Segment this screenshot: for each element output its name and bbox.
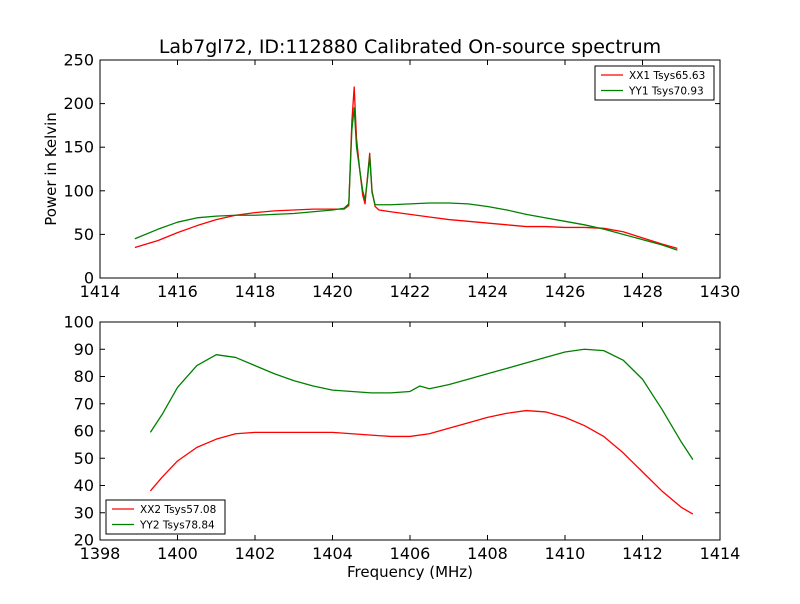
legend-box [105,499,226,535]
series-line-2 [149,348,694,460]
legend: XX1 Tsys65.63 YY1 Tsys70.93 [594,65,715,101]
series-line-2 [134,107,678,251]
y-tick-label: 30 [74,503,94,522]
x-tick-label: 1418 [235,282,276,301]
legend-label-1: XX2 Tsys57.08 [140,504,216,516]
legend-box [594,65,715,101]
x-tick-label: 1412 [622,544,663,563]
x-tick-label: 1422 [390,282,431,301]
x-tick-label: 1400 [157,544,198,563]
x-tick-label: 1430 [700,282,741,301]
y-tick-label: 0 [84,269,94,288]
y-tick-label: 50 [74,225,94,244]
y-tick-label: 100 [63,181,94,200]
y-tick-label: 80 [74,367,94,386]
y-tick-label: 250 [63,51,94,70]
y-axis-label: Power in Kelvin [42,112,60,226]
bottom-plot: 1398 1400 1402 1404 1406 1408 1410 1412 1414 20 30… [63,313,740,582]
legend-label-2: YY2 Tsys78.84 [139,520,215,532]
x-tick-label: 1424 [467,282,508,301]
x-tick-label: 1414 [80,282,121,301]
y-tick-label: 50 [74,449,94,468]
x-tick-label: 1404 [312,544,353,563]
x-tick-label: 1408 [467,544,508,563]
x-axis-label: Frequency (MHz) [347,563,473,581]
x-tick-label: 1428 [622,282,663,301]
y-tick-label: 150 [63,138,94,157]
y-tick-label: 200 [63,94,94,113]
y-tick-label: 20 [74,531,94,550]
x-tick-label: 1410 [545,544,586,563]
legend: XX2 Tsys57.08 YY2 Tsys78.84 [105,499,226,535]
legend-label-1: XX1 Tsys65.63 [629,70,705,82]
x-tick-label: 1414 [700,544,741,563]
x-tick-label: 1406 [390,544,431,563]
y-tick-label: 90 [74,340,94,359]
x-tick-label: 1420 [312,282,353,301]
x-tick-label: 1398 [80,544,121,563]
x-tick-label: 1402 [235,544,276,563]
y-tick-label: 70 [74,394,94,413]
x-tick-label: 1416 [157,282,198,301]
figure-title: Lab7gl72, ID:112880 Calibrated On-source… [159,36,661,58]
top-plot: 1414 1416 1418 1420 1422 1424 1426 1428 1430 0 50 1… [42,51,740,302]
legend-label-2: YY1 Tsys70.93 [628,86,704,98]
y-tick-label: 100 [63,313,94,332]
x-tick-label: 1426 [545,282,586,301]
series-line-1 [149,409,694,515]
y-tick-label: 40 [74,476,94,495]
y-tick-label: 60 [74,422,94,441]
